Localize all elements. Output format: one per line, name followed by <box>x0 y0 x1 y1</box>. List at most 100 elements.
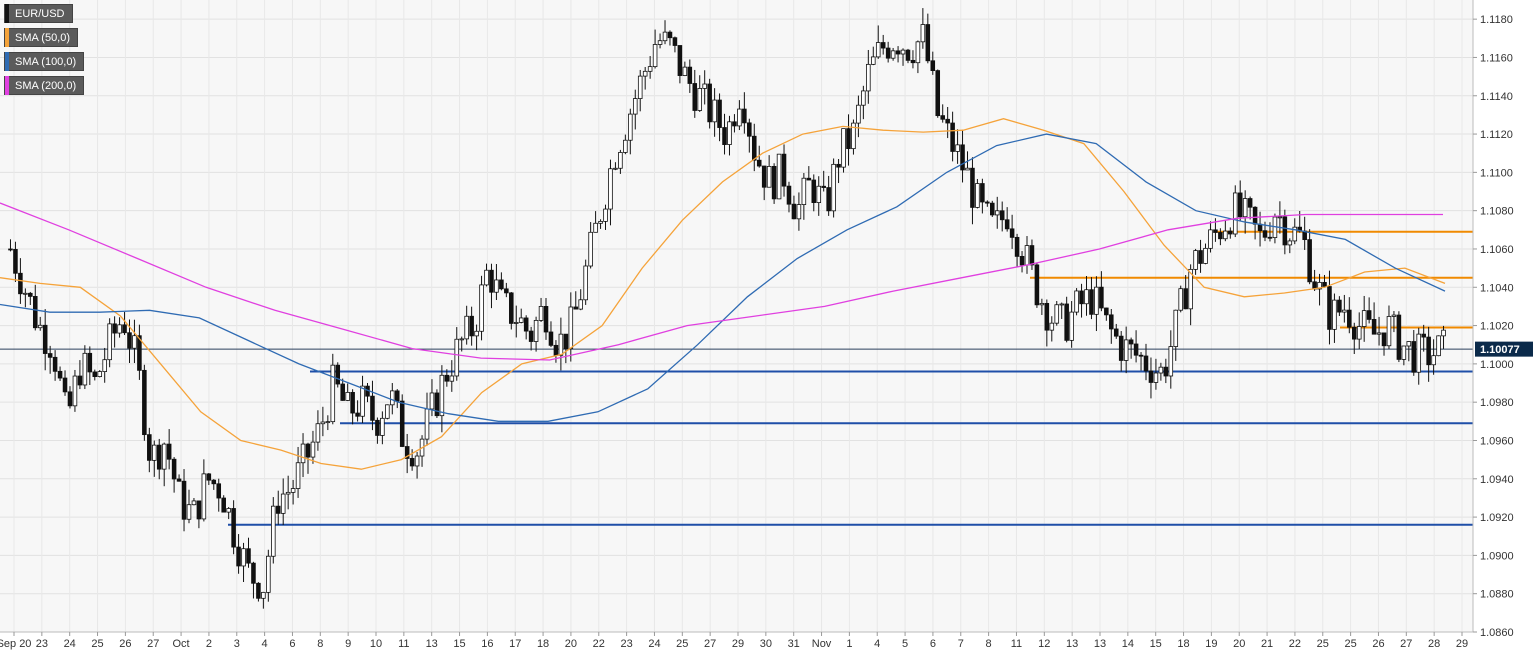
candle-bullish <box>598 220 603 224</box>
candle-bullish <box>538 306 544 321</box>
x-tick-label: Oct <box>173 638 190 650</box>
candle-bearish <box>47 353 53 358</box>
y-tick-label: 1.1100 <box>1480 167 1513 179</box>
candle-bearish <box>196 500 202 520</box>
candle-bearish <box>1237 192 1243 218</box>
x-tick-label: 27 <box>704 638 716 650</box>
candle-bullish <box>380 417 385 436</box>
x-tick-label: 29 <box>1456 638 1468 650</box>
candle-bearish <box>1099 286 1104 309</box>
x-tick-label: 25 <box>91 638 103 650</box>
y-tick-label: 1.0940 <box>1480 474 1514 486</box>
candle-bullish <box>464 315 469 340</box>
candle-bullish <box>360 385 365 417</box>
candle-bearish <box>1337 299 1342 313</box>
x-tick-label: 25 <box>676 638 688 650</box>
candle-bullish <box>632 98 638 115</box>
x-tick-label: 18 <box>537 638 549 650</box>
candle-bullish <box>82 352 88 386</box>
x-axis-ticks: Sep 20 23 24 25 26 27 Oct 2 3 4 6 8 9 10 11 13 15 16 17 18 2… <box>0 632 1468 650</box>
candle-bearish <box>251 562 256 584</box>
candle-bearish <box>231 508 236 548</box>
candle-bullish <box>1287 240 1293 246</box>
candle-bearish <box>1143 355 1149 372</box>
candle-bearish <box>1252 206 1258 225</box>
candle-bullish <box>766 166 772 188</box>
y-tick-label: 1.0960 <box>1480 435 1514 447</box>
candle-bearish <box>1133 343 1139 356</box>
candle-bullish <box>1277 216 1283 219</box>
x-tick-label: 5 <box>902 638 908 650</box>
x-tick-label: 25 <box>1317 638 1329 650</box>
x-tick-label: Sep 20 <box>0 638 31 650</box>
x-tick-label: 10 <box>370 638 382 650</box>
x-tick-label: 7 <box>958 638 964 650</box>
candle-bullish <box>454 338 460 377</box>
candle-bearish <box>756 159 762 167</box>
candle-bullish <box>662 31 668 42</box>
legend-label: EUR/USD <box>15 7 65 20</box>
candle-bearish <box>1138 354 1144 357</box>
y-tick-label: 1.1060 <box>1480 244 1514 256</box>
candle-bullish <box>414 455 420 467</box>
candle-bullish <box>424 408 430 440</box>
candle-bearish <box>52 356 58 372</box>
x-tick-label: 21 <box>1261 638 1273 650</box>
candle-bullish <box>841 128 846 168</box>
candle-bullish <box>117 324 122 334</box>
x-tick-label: Nov <box>812 638 832 650</box>
legend-item-eurusd[interactable]: EUR/USD <box>4 4 73 23</box>
candle-bullish <box>657 40 663 45</box>
candle-bullish <box>1356 326 1362 340</box>
legend-item-sma-50[interactable]: SMA (50,0) <box>4 28 79 47</box>
candle-bearish <box>1034 264 1040 306</box>
x-tick-label: 15 <box>453 638 465 650</box>
x-tick-label: 29 <box>732 638 744 650</box>
candle-bearish <box>147 434 152 461</box>
candle-bullish <box>682 66 688 76</box>
candle-bullish <box>1361 310 1367 327</box>
y-tick-label: 1.0920 <box>1480 512 1514 524</box>
candle-bearish <box>112 323 117 334</box>
candle-bullish <box>920 24 926 43</box>
candle-bullish <box>271 505 276 557</box>
candle-bullish <box>816 185 822 203</box>
candle-bullish <box>1094 286 1099 315</box>
candle-bearish <box>305 443 311 458</box>
candle-bearish <box>67 391 73 407</box>
candle-bullish <box>191 500 197 506</box>
legend-item-sma-200[interactable]: SMA (200,0) <box>4 76 85 95</box>
candle-bullish <box>315 423 321 443</box>
candle-bullish <box>583 265 588 301</box>
candle-bullish <box>1168 346 1174 377</box>
candle-bearish <box>742 108 747 124</box>
candle-bullish <box>201 473 207 520</box>
candle-bullish <box>1123 339 1129 361</box>
candle-bearish <box>166 443 172 460</box>
legend-item-sma-100[interactable]: SMA (100,0) <box>4 52 85 71</box>
candle-bearish <box>667 31 673 39</box>
candle-bullish <box>518 317 524 323</box>
chart-legend: EUR/USD SMA (50,0) SMA (100,0) SMA (200,… <box>4 4 85 100</box>
candle-bearish <box>811 179 817 203</box>
candle-bearish <box>722 127 727 145</box>
candle-bearish <box>1118 335 1124 361</box>
candle-bearish <box>761 165 767 188</box>
candle-bearish <box>563 333 569 350</box>
candle-bearish <box>350 391 355 414</box>
x-tick-label: 25 <box>1344 638 1356 650</box>
candle-bearish <box>1396 314 1402 360</box>
candle-bullish <box>1193 250 1198 270</box>
x-tick-label: 6 <box>930 638 936 650</box>
candle-bullish <box>97 371 103 377</box>
candle-bullish <box>1342 309 1347 313</box>
candle-bullish <box>1074 290 1079 313</box>
candle-bullish <box>712 99 717 123</box>
candle-bearish <box>1366 310 1372 320</box>
candle-bullish <box>890 50 896 59</box>
candle-bearish <box>335 364 341 385</box>
candle-bearish <box>925 24 931 62</box>
candle-bearish <box>1307 239 1312 283</box>
candle-bearish <box>509 292 514 324</box>
y-tick-label: 1.0880 <box>1480 589 1514 601</box>
